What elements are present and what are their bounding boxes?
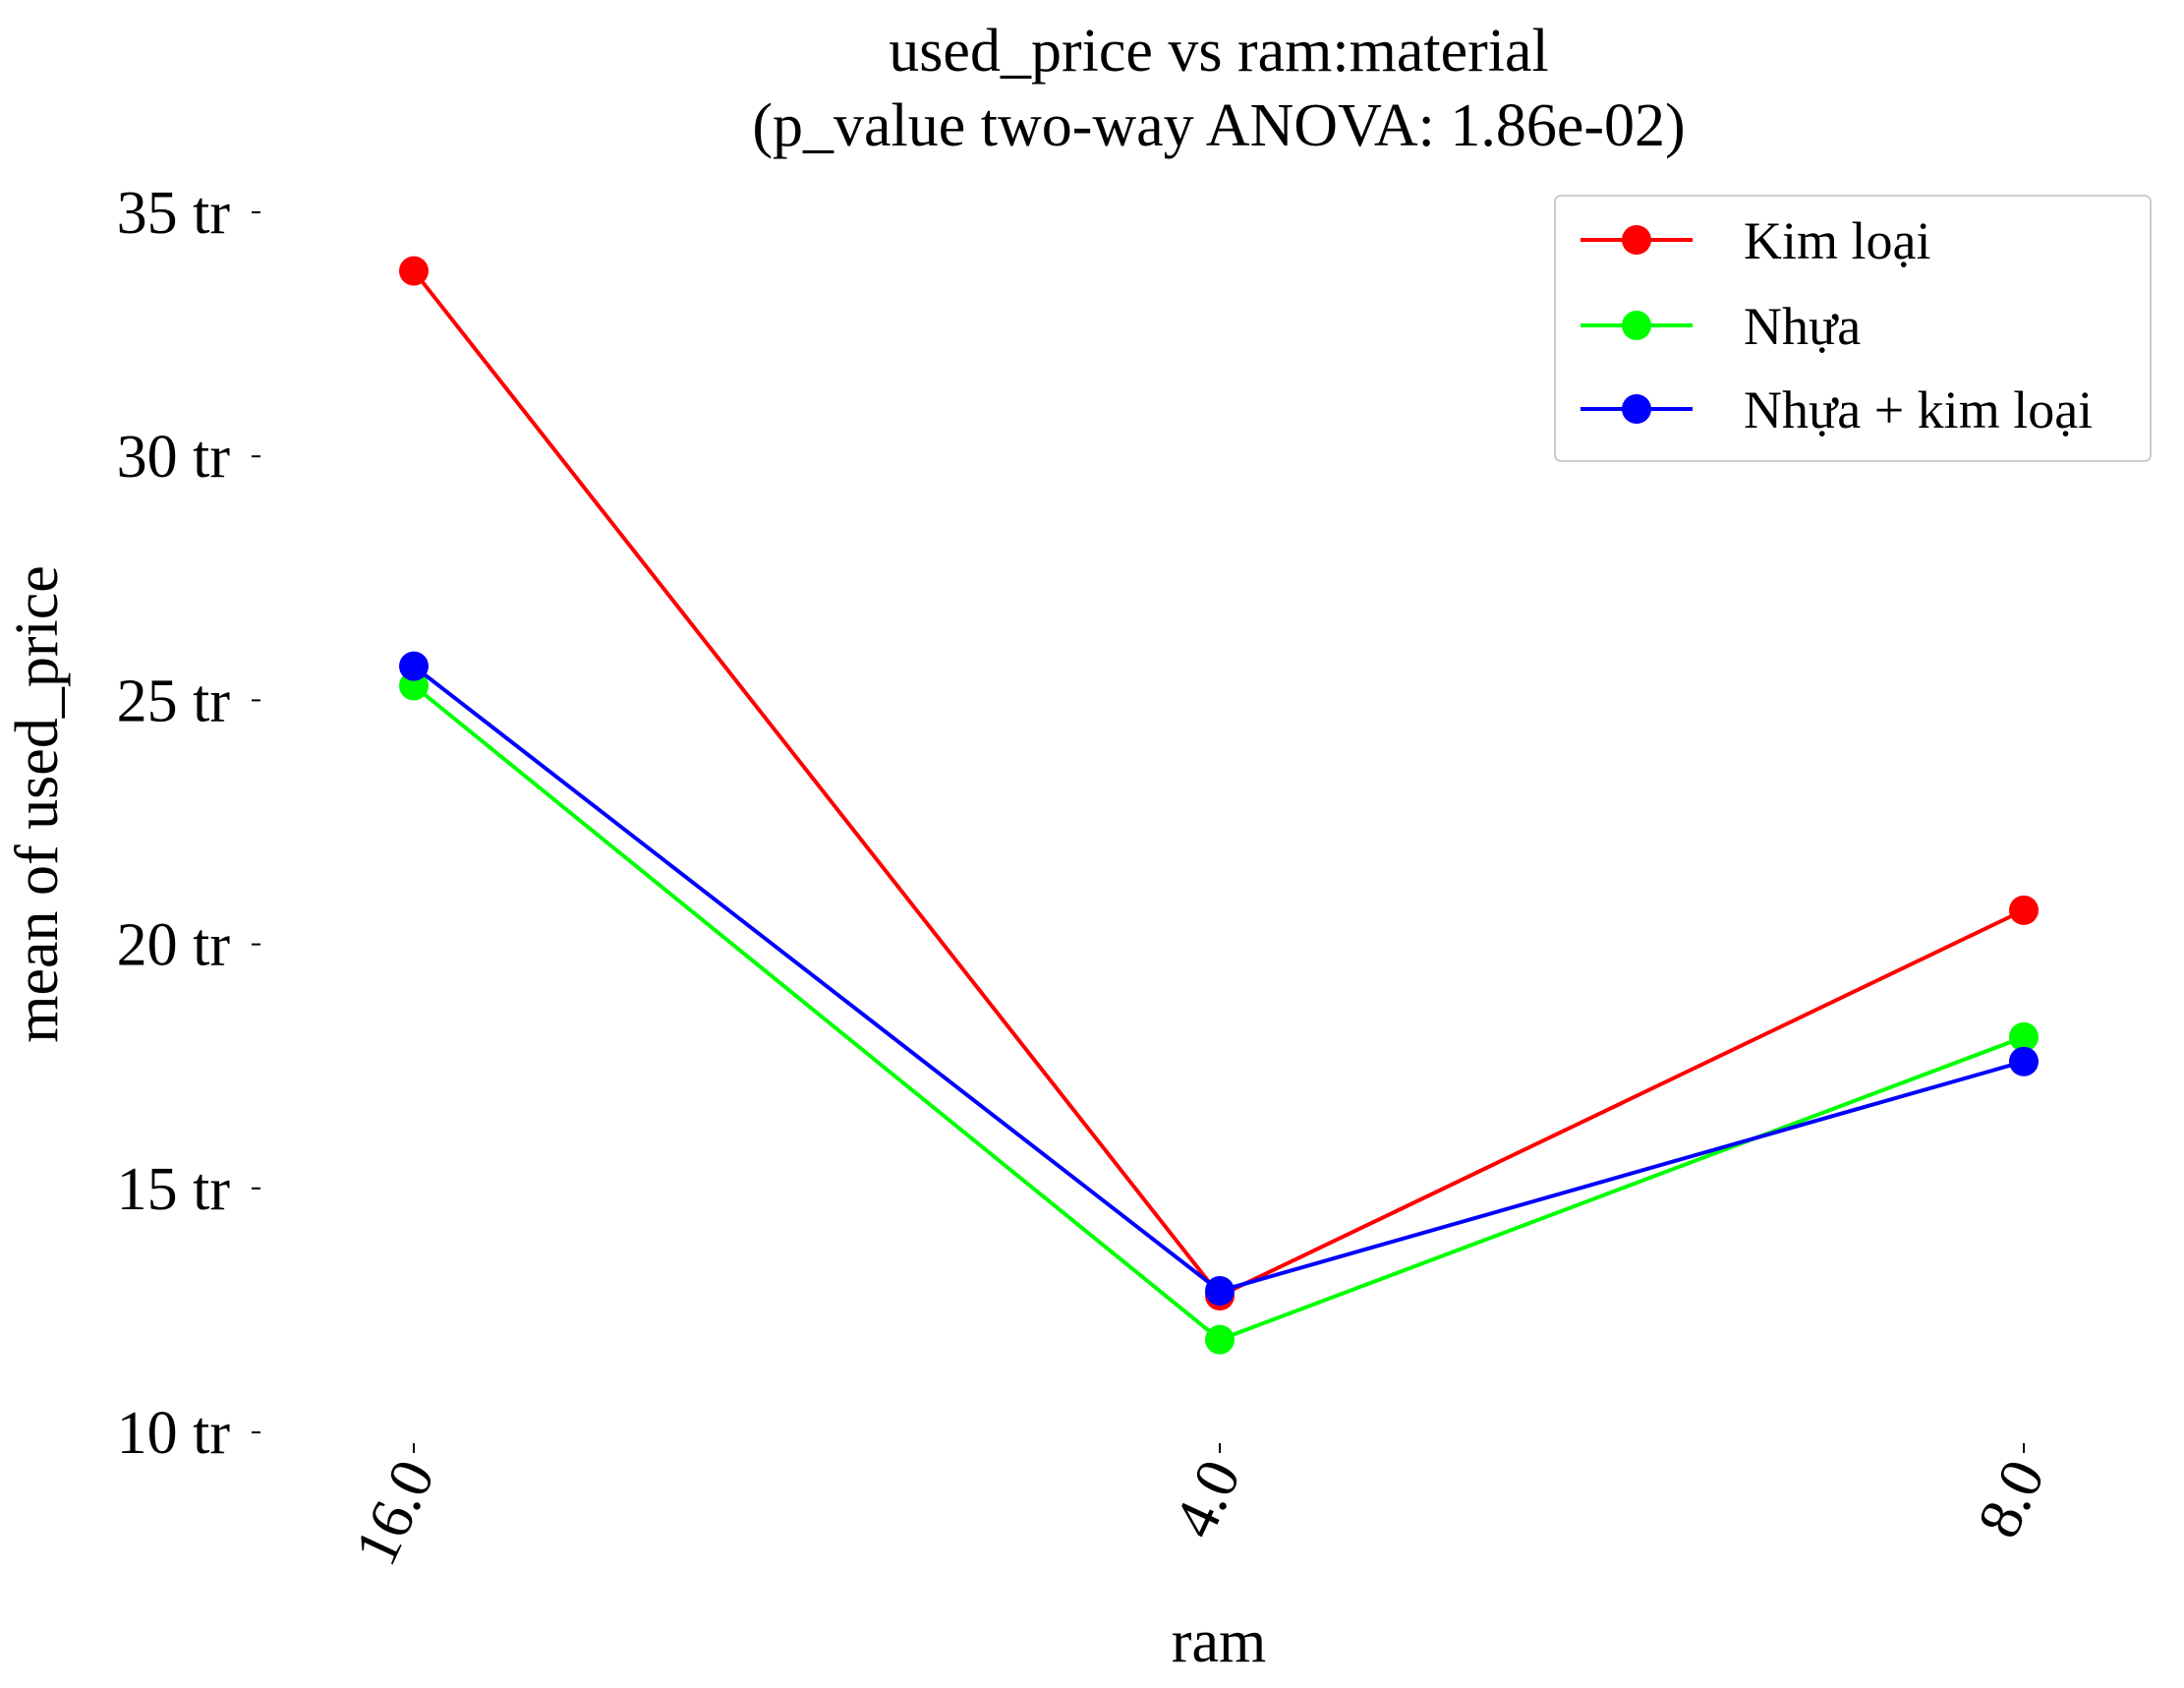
legend-swatch-marker <box>1622 225 1651 255</box>
y-axis-label: mean of used_price <box>4 565 71 1042</box>
series-line <box>412 683 2025 1342</box>
data-point <box>1205 1276 1235 1307</box>
legend-label: Nhựa <box>1744 297 1861 356</box>
y-tick-label: 10 tr <box>117 1400 231 1467</box>
data-point <box>2009 1046 2039 1077</box>
legend-item: Nhựa + kim loại <box>1581 380 2093 439</box>
y-axis: 10 tr 15 tr 20 tr 25 tr 30 tr 35 tr <box>117 180 260 1467</box>
legend-swatch-marker <box>1622 311 1651 340</box>
chart-subtitle: (p_value two-way ANOVA: 1.86e-02) <box>752 92 1685 159</box>
series-layer <box>399 256 2039 1355</box>
data-point <box>399 256 429 286</box>
x-axis: 16.0 4.0 8.0 <box>342 1443 2058 1575</box>
y-tick-label: 25 tr <box>117 668 231 734</box>
y-tick-label: 20 tr <box>117 912 231 979</box>
x-tick-label: 8.0 <box>1965 1450 2057 1547</box>
data-point <box>1205 1324 1235 1355</box>
x-tick-label: 4.0 <box>1161 1450 1253 1547</box>
legend-frame <box>1554 195 2152 462</box>
x-axis-label: ram <box>1172 1608 1266 1675</box>
y-tick-label: 35 tr <box>117 180 231 247</box>
legend-label: Nhựa + kim loại <box>1744 380 2093 439</box>
data-point <box>2009 895 2039 925</box>
legend-label: Kim loại <box>1744 211 1930 270</box>
legend-item: Nhựa <box>1581 297 1861 356</box>
legend-item: Kim loại <box>1581 211 1930 270</box>
series-2 <box>399 670 2039 1355</box>
y-tick-label: 15 tr <box>117 1156 231 1223</box>
data-point <box>399 651 429 681</box>
chart-title: used_price vs ram:material <box>889 18 1548 85</box>
x-tick-label: 16.0 <box>342 1450 447 1575</box>
legend-swatch-marker <box>1622 394 1651 424</box>
y-tick-label: 30 tr <box>117 424 231 491</box>
series-3 <box>399 651 2039 1307</box>
data-point <box>2009 1021 2039 1052</box>
legend: Kim loại Nhựa Nhựa + kim loại <box>1554 195 2152 462</box>
series-line <box>412 665 2025 1294</box>
